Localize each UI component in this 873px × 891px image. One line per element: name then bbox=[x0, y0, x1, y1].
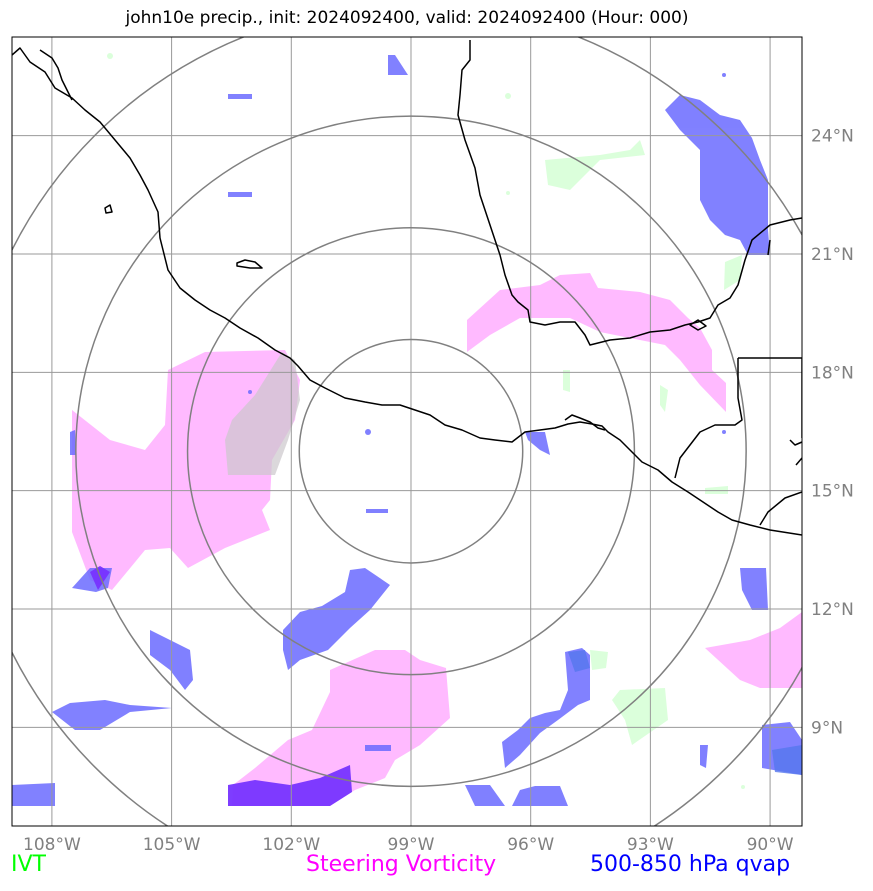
lat-tick-label: 9°N bbox=[811, 718, 843, 738]
range-ring bbox=[186, 227, 636, 676]
lat-tick-labels: 9°N 12°N 15°N 18°N 21°N 24°N bbox=[811, 127, 854, 739]
range-ring bbox=[75, 115, 747, 788]
lon-tick-label: 96°W bbox=[507, 835, 554, 855]
ivt-field bbox=[107, 53, 745, 789]
range-rings bbox=[12, 37, 802, 826]
lon-tick-label: 102°W bbox=[262, 835, 320, 855]
gridlines bbox=[12, 37, 802, 826]
lat-tick-label: 18°N bbox=[811, 363, 854, 383]
lat-tick-label: 21°N bbox=[811, 245, 854, 265]
vorticity-field bbox=[72, 273, 802, 806]
legend-steering-vorticity: Steering Vorticity bbox=[306, 852, 497, 877]
mixed-field bbox=[225, 352, 300, 475]
lon-tick-label: 105°W bbox=[143, 835, 201, 855]
lon-tick-label: 93°W bbox=[627, 835, 674, 855]
legend-ivt: IVT bbox=[11, 852, 46, 877]
lat-tick-label: 12°N bbox=[811, 600, 854, 620]
legend-qvap: 500-850 hPa qvap bbox=[590, 852, 791, 877]
range-ring bbox=[298, 338, 524, 564]
overlap-field-3 bbox=[772, 745, 802, 775]
map-frame bbox=[11, 36, 803, 827]
lon-tick-label: 99°W bbox=[388, 835, 435, 855]
overlap-field-2 bbox=[568, 650, 590, 672]
lon-tick-label: 90°W bbox=[747, 835, 794, 855]
map-title: john10e precip., init: 2024092400, valid… bbox=[125, 8, 689, 28]
lat-tick-label: 15°N bbox=[811, 482, 854, 502]
lon-tick-labels: 108°W 105°W 102°W 99°W 96°W 93°W 90°W bbox=[23, 835, 794, 855]
lat-tick-label: 24°N bbox=[811, 127, 854, 147]
coastlines bbox=[12, 40, 802, 536]
lon-tick-label: 108°W bbox=[23, 835, 81, 855]
